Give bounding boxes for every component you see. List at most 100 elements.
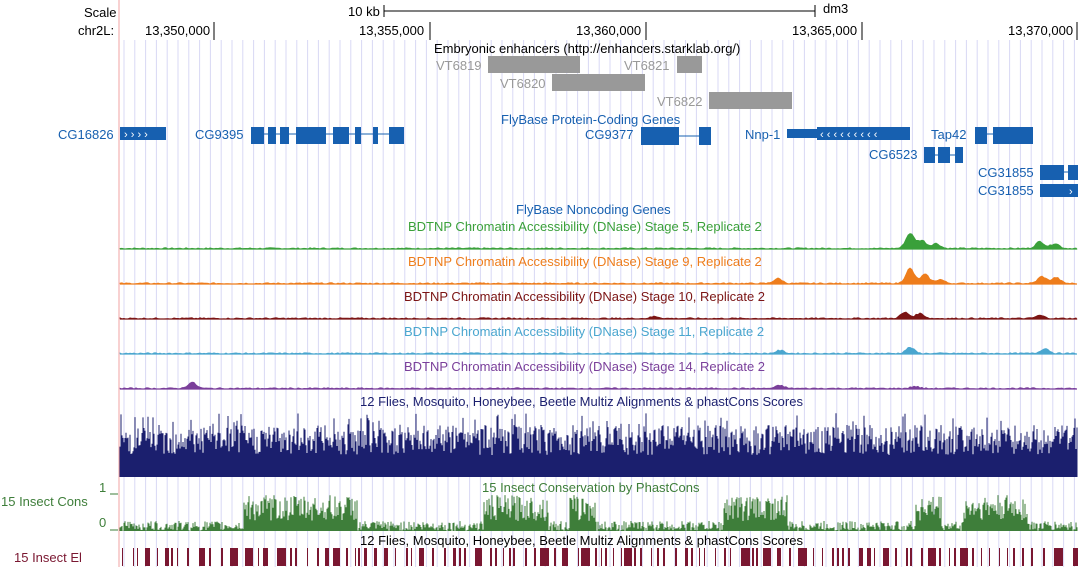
conserved-element <box>1054 548 1063 566</box>
conserved-element <box>921 548 923 566</box>
conserved-element <box>453 548 456 566</box>
scale-bar <box>383 5 816 17</box>
conserved-element <box>459 548 461 566</box>
conserved-element <box>613 548 614 566</box>
conserved-element <box>715 548 716 566</box>
gene-label-tap42[interactable]: Tap42 <box>931 127 967 142</box>
gene-label-cg31855[interactable]: CG31855 <box>978 165 1034 180</box>
conserved-element <box>989 548 990 566</box>
position-label: 13,355,000 <box>359 23 425 38</box>
strand-arrows: › › › › <box>124 129 148 141</box>
enhancer-label[interactable]: VT6822 <box>657 94 703 109</box>
conserved-element <box>1043 548 1045 566</box>
phastcons-signal-track <box>119 495 1078 531</box>
phastcons-side-label[interactable]: 15 Insect Cons <box>1 494 88 509</box>
conserved-element <box>581 548 590 566</box>
conserved-element <box>699 548 700 566</box>
conserved-element <box>290 548 292 566</box>
conserved-element <box>789 548 791 566</box>
conserved-element <box>730 548 731 566</box>
dnase-stage14-title[interactable]: BDTNP Chromatin Accessibility (DNase) St… <box>404 359 766 374</box>
conserved-element <box>384 548 388 566</box>
conserved-element <box>475 548 482 566</box>
gene-label-cg16826[interactable]: CG16826 <box>58 127 114 142</box>
conserved-element <box>910 548 912 566</box>
enhancer-vt6822 <box>709 92 792 109</box>
conserved-element <box>258 548 259 566</box>
grid-lines <box>123 40 1075 567</box>
conserved-element <box>972 548 974 566</box>
dnase-stage5-title[interactable]: BDTNP Chromatin Accessibility (DNase) St… <box>408 219 762 234</box>
gene-label-cg9377[interactable]: CG9377 <box>585 127 634 142</box>
conserved-element <box>358 548 360 566</box>
position-ticks <box>213 22 1078 40</box>
gene-label-nnp-1[interactable]: Nnp-1 <box>745 127 781 142</box>
gene-tap42 <box>975 127 1033 144</box>
conserved-element <box>928 548 936 566</box>
gene-label-cg6523[interactable]: CG6523 <box>869 147 918 162</box>
enhancer-label[interactable]: VT6819 <box>436 58 482 73</box>
enhancer-track-title[interactable]: Embryonic enhancers (http://enhancers.st… <box>434 41 741 56</box>
elements-track-title[interactable]: 12 Flies, Mosquito, Honeybee, Beetle Mul… <box>360 533 803 548</box>
enhancer-label[interactable]: VT6820 <box>500 76 546 91</box>
elements-side-label[interactable]: 15 Insect El <box>14 550 82 565</box>
conserved-element <box>651 548 652 566</box>
gene-label-cg31855[interactable]: CG31855 <box>978 183 1034 198</box>
dnase-stage10-title[interactable]: BDTNP Chromatin Accessibility (DNase) St… <box>404 289 766 304</box>
dnase-signal <box>119 267 1078 285</box>
protein-coding-track-title[interactable]: FlyBase Protein-Coding Genes <box>501 112 681 127</box>
conserved-element <box>503 548 504 566</box>
gene-cg16826: › › › › <box>120 127 166 141</box>
conserved-element <box>133 548 134 566</box>
conserved-element <box>954 548 956 566</box>
conserved-element <box>906 548 908 566</box>
conserved-element <box>554 548 556 566</box>
conserved-element <box>177 548 178 566</box>
gene-label-cg9395[interactable]: CG9395 <box>195 127 244 142</box>
dnase-stage9-title[interactable]: BDTNP Chromatin Accessibility (DNase) St… <box>408 254 762 269</box>
conserved-element <box>490 548 492 566</box>
conserved-element <box>525 548 527 566</box>
conserved-element <box>395 548 396 566</box>
phastcons-track-title[interactable]: 15 Insect Conservation by PhastCons <box>482 480 700 495</box>
dnase-stage11-title[interactable]: BDTNP Chromatin Accessibility (DNase) St… <box>404 324 765 339</box>
conserved-element <box>325 548 329 566</box>
conserved-element <box>578 548 579 566</box>
scale-label: Scale <box>84 5 117 20</box>
conserved-element <box>419 548 424 566</box>
conserved-element <box>432 548 434 566</box>
multiz-track-title[interactable]: 12 Flies, Mosquito, Honeybee, Beetle Mul… <box>360 394 803 409</box>
conserved-element <box>562 548 568 566</box>
conserved-element <box>663 548 665 566</box>
conserved-element <box>333 548 340 566</box>
conserved-element <box>406 548 408 566</box>
conserved-element <box>374 548 377 566</box>
conserved-element <box>605 548 607 566</box>
strand-arrows: › <box>1069 186 1073 198</box>
conserved-element <box>346 548 348 566</box>
conserved-element <box>949 548 950 566</box>
conserved-element <box>675 548 677 566</box>
conserved-element <box>657 548 659 566</box>
conserved-element <box>534 548 536 566</box>
conserved-element <box>621 548 622 566</box>
conserved-element <box>601 548 602 566</box>
dnase-signal <box>119 346 1078 355</box>
enhancer-vt6821 <box>677 56 702 73</box>
phastcons-axis-min: 0 <box>99 515 107 530</box>
strand-arrows: ‹ ‹ ‹ ‹ ‹ ‹ ‹ ‹ ‹ <box>820 129 878 141</box>
chrom-label: chr2L: <box>78 23 115 38</box>
conserved-element <box>685 548 688 566</box>
dnase-signal-tracks <box>119 233 1078 390</box>
enhancer-label[interactable]: VT6821 <box>624 58 670 73</box>
gene-cg31855-b: › <box>1040 184 1078 198</box>
conserved-element <box>513 548 515 566</box>
noncoding-track-title[interactable]: FlyBase Noncoding Genes <box>516 202 671 217</box>
enhancer-features[interactable] <box>488 56 792 109</box>
position-label: 13,365,000 <box>792 23 858 38</box>
conserved-element <box>509 548 511 566</box>
conserved-element <box>874 548 875 566</box>
dnase-signal <box>119 381 1078 390</box>
